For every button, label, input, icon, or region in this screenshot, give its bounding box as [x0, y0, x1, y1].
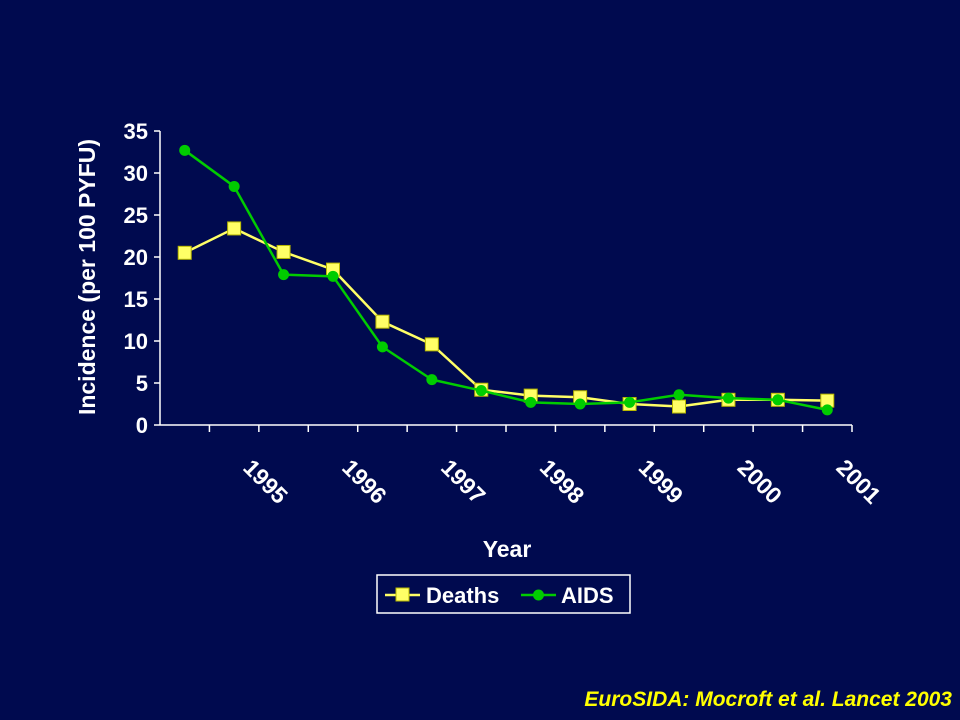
data-point-aids: [426, 374, 438, 386]
data-point-aids: [179, 144, 191, 156]
legend-deaths-label: Deaths: [426, 583, 499, 608]
data-point-aids: [772, 394, 784, 406]
y-tick-label: 20: [124, 245, 148, 270]
series-deaths: [177, 221, 835, 414]
y-axis-label: Incidence (per 100 PYFU): [74, 139, 100, 415]
x-tick-label: 1996: [337, 454, 392, 509]
x-tick-label: 2001: [831, 454, 886, 509]
legend-aids-marker: [533, 589, 544, 601]
x-tick-label: 1997: [436, 454, 491, 509]
y-tick-label: 15: [124, 287, 148, 312]
y-tick-label: 5: [136, 371, 148, 396]
y-tick-label: 10: [124, 329, 148, 354]
y-tick-label: 0: [136, 413, 148, 438]
data-point-aids: [821, 404, 833, 416]
series-layer: [177, 144, 835, 416]
y-axis-ticks: 0 5 10 15 20 25 30 35: [124, 119, 160, 438]
x-tick-label: 2000: [733, 454, 788, 509]
data-point-deaths: [672, 399, 686, 414]
x-axis-ticks: 1995 1996 1997 1998 1999 2000 2001: [208, 425, 886, 509]
data-point-aids: [722, 392, 734, 404]
data-point-aids: [574, 398, 586, 410]
data-point-aids: [475, 385, 487, 397]
x-tick-label: 1999: [634, 454, 689, 509]
data-point-aids: [228, 180, 240, 192]
data-point-deaths: [375, 314, 390, 329]
data-point-aids: [525, 396, 537, 408]
data-point-aids: [376, 341, 388, 353]
data-point-deaths: [424, 337, 439, 352]
data-point-deaths: [227, 221, 242, 236]
y-tick-label: 30: [124, 161, 148, 186]
x-tick-label: 1998: [535, 454, 590, 509]
axes: [159, 131, 852, 426]
legend: Deaths AIDS: [376, 574, 631, 614]
data-point-deaths: [177, 245, 192, 260]
series-aids: [179, 144, 833, 416]
y-tick-label: 35: [124, 119, 148, 144]
legend-aids-label: AIDS: [561, 583, 614, 608]
data-point-aids: [278, 269, 290, 281]
x-tick-label: 1995: [238, 454, 293, 509]
series-line-deaths: [184, 227, 828, 408]
x-axis-label: Year: [483, 536, 532, 562]
y-tick-label: 25: [124, 203, 148, 228]
data-point-aids: [624, 396, 636, 408]
series-line-aids: [183, 149, 828, 412]
data-point-aids: [673, 389, 685, 401]
data-point-deaths: [276, 244, 291, 259]
data-point-aids: [327, 270, 339, 282]
source-citation: EuroSIDA: Mocroft et al. Lancet 2003: [584, 688, 952, 711]
legend-deaths-marker: [395, 587, 410, 602]
